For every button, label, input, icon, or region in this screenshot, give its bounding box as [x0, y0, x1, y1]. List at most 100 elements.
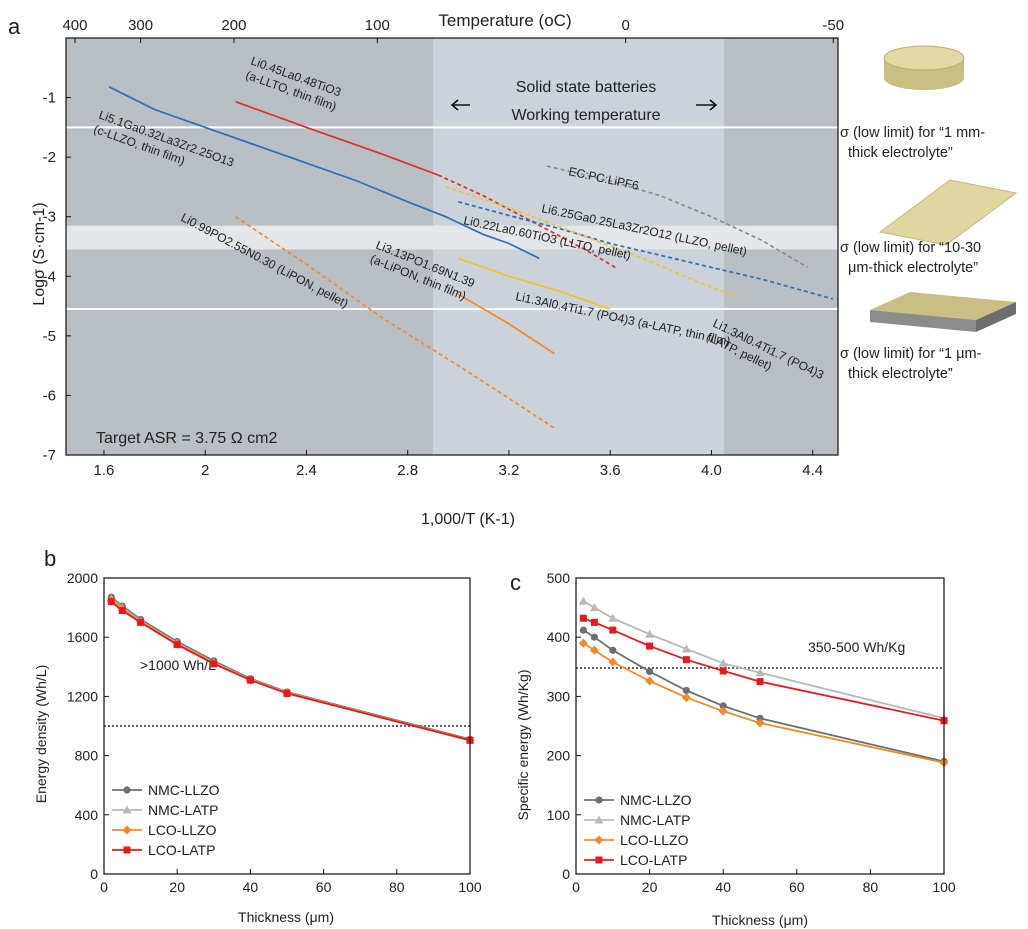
- panel-c-marker-2: [608, 657, 618, 667]
- panel-b-marker-3: [283, 689, 291, 697]
- top-tick-label: 100: [365, 17, 390, 34]
- x-tick-label: 1.6: [94, 462, 115, 479]
- working-region-label-line-2: Working temperature: [511, 107, 660, 124]
- panel-c-y-tick-label: 300: [547, 688, 571, 704]
- working-region-label-line-1: Solid state batteries: [516, 79, 657, 96]
- panel-a-top-axis-title: Temperature (oC): [438, 11, 571, 30]
- panel-c-marker-0: [590, 633, 599, 641]
- panel-c-legend-marker-2: [594, 835, 604, 845]
- panel-b-x-tick-label: 60: [316, 879, 332, 895]
- panel-b-y-tick-label: 0: [90, 866, 98, 882]
- x-tick-label: 2: [201, 462, 209, 479]
- top-tick-label: 200: [221, 17, 246, 34]
- panel-b-x-axis-title: Thickness (μm): [238, 909, 334, 925]
- panel-c-legend-marker-0: [595, 796, 603, 804]
- y-tick-label: -1: [43, 90, 56, 107]
- panel-b-y-tick-label: 1200: [67, 688, 98, 704]
- panel-c-x-tick-label: 20: [642, 879, 658, 895]
- panel-c-marker-0: [756, 714, 764, 722]
- panel-c-marker-3: [719, 667, 727, 675]
- panel-c-marker-0: [646, 667, 654, 676]
- x-tick-label: 3.6: [600, 462, 621, 479]
- panel-c-series-line-2: [582, 642, 945, 764]
- panel-b-legend-label-0: NMC-LLZO: [148, 782, 220, 798]
- side-note-3-line-2: thick electrolyte”: [848, 366, 953, 382]
- panel-b-legend-label-2: LCO-LLZO: [148, 822, 217, 838]
- panel-label-c: c: [510, 570, 521, 595]
- panel-b-marker-3: [210, 660, 218, 668]
- panel-b-frame: [103, 577, 471, 875]
- top-tick-label: -50: [822, 17, 844, 34]
- side-notes: σ (low limit) for “1 mm- thick electroly…: [840, 45, 1018, 382]
- x-tick-label: 4.4: [802, 462, 823, 479]
- panel-b-legend-marker-0: [123, 786, 131, 794]
- panel-c-marker-3: [682, 656, 690, 664]
- panel-c-marker-1: [645, 629, 655, 638]
- panel-c-y-tick-label: 200: [547, 748, 571, 764]
- disc-icon: [883, 45, 965, 90]
- panel-b-marker-3: [107, 598, 115, 606]
- panel-c-y-tick-label: 0: [562, 866, 570, 882]
- top-tick-label: 0: [621, 17, 629, 34]
- panel-c-marker-2: [589, 645, 599, 655]
- panel-a-axes: 1.6 2 2.4 2.8 3.2 3.6 4.0 4.4 -1 -2 -3 -4 -5 -6 -7 400 3…: [43, 17, 844, 479]
- panel-c-marker-1: [681, 644, 691, 653]
- panel-c-content: 350-500 Wh/Kg NMC-LLZO NMC-LATP LCO-LLZO LCO…: [547, 570, 956, 895]
- panel-b-y-tick-label: 800: [75, 748, 99, 764]
- panel-c-series-line-1: [582, 600, 945, 720]
- panel-b-x-tick-label: 80: [389, 879, 405, 895]
- series-line-1: [235, 100, 439, 176]
- panel-b-marker-3: [246, 676, 254, 684]
- arrow-right-icon: [696, 99, 718, 111]
- panel-b-legend-label-3: LCO-LATP: [148, 842, 215, 858]
- y-tick-label: -3: [43, 209, 56, 226]
- panel-c-marker-1: [608, 613, 618, 622]
- panel-c-series-line-0: [582, 629, 945, 763]
- panel-b-y-axis-title: Energy density (Wh/L): [33, 665, 49, 804]
- panel-c-marker-3: [646, 642, 654, 650]
- panel-c-marker-1: [755, 668, 765, 677]
- side-note-1-line-2: thick electrolyte”: [848, 145, 953, 161]
- y-tick-label: -5: [43, 328, 56, 345]
- panel-c-marker-3: [590, 618, 598, 626]
- panel-c-legend-label-1: NMC-LATP: [620, 812, 691, 828]
- y-tick-label: -6: [43, 387, 56, 404]
- panel-c-legend-marker-3: [595, 856, 603, 864]
- panel-a: a Temperature (oC) 1.6 2 2.4 2.8 3.2 3.6 4.0 4.…: [8, 11, 844, 528]
- panel-b-marker-3: [137, 618, 145, 626]
- panel-a-y-axis-title: Logσ (S·cm-1): [31, 202, 48, 305]
- x-tick-label: 2.8: [397, 462, 418, 479]
- y-tick-label: -7: [43, 447, 56, 464]
- panel-b-y-tick-label: 1600: [67, 629, 98, 645]
- side-note-2-line-1: σ (low limit) for “10-30: [840, 240, 981, 256]
- panel-c-frame: [575, 577, 945, 875]
- panel-a-series-group: [108, 86, 834, 429]
- panel-c-x-tick-label: 60: [789, 879, 805, 895]
- panel-c-marker-2: [718, 706, 728, 716]
- side-note-3-line-1: σ (low limit) for “1 μm-: [840, 346, 982, 362]
- x-tick-label: 4.0: [701, 462, 722, 479]
- series-line-6: [458, 257, 611, 310]
- panel-b-legend-label-1: NMC-LATP: [148, 802, 219, 818]
- panel-b-y-tick-label: 2000: [67, 570, 98, 586]
- panel-c-marker-3: [756, 678, 764, 686]
- panel-b-legend-marker-1: [122, 805, 132, 814]
- panel-c-y-axis-title: Specific energy (Wh/Kg): [515, 670, 531, 821]
- panel-c-x-tick-label: 100: [932, 879, 956, 895]
- panel-b-marker-3: [118, 607, 126, 615]
- film-icon: [870, 292, 1016, 332]
- panel-b-legend-marker-3: [123, 846, 131, 854]
- series-line-0: [108, 86, 540, 260]
- top-tick-label: 400: [62, 17, 87, 34]
- arrow-left-icon: [450, 99, 470, 111]
- panel-b-x-tick-label: 20: [169, 879, 185, 895]
- panel-c-y-tick-label: 500: [547, 570, 571, 586]
- thin-film-band: [66, 225, 838, 250]
- panel-c-legend-label-3: LCO-LATP: [620, 852, 687, 868]
- x-tick-label: 3.2: [499, 462, 520, 479]
- panel-a-threshold-band: [66, 126, 838, 311]
- panel-c-marker-0: [579, 626, 587, 634]
- panel-c-legend-marker-1: [594, 815, 604, 824]
- panel-c-legend-label-2: LCO-LLZO: [620, 832, 689, 848]
- side-note-1-line-1: σ (low limit) for “1 mm-: [840, 125, 985, 141]
